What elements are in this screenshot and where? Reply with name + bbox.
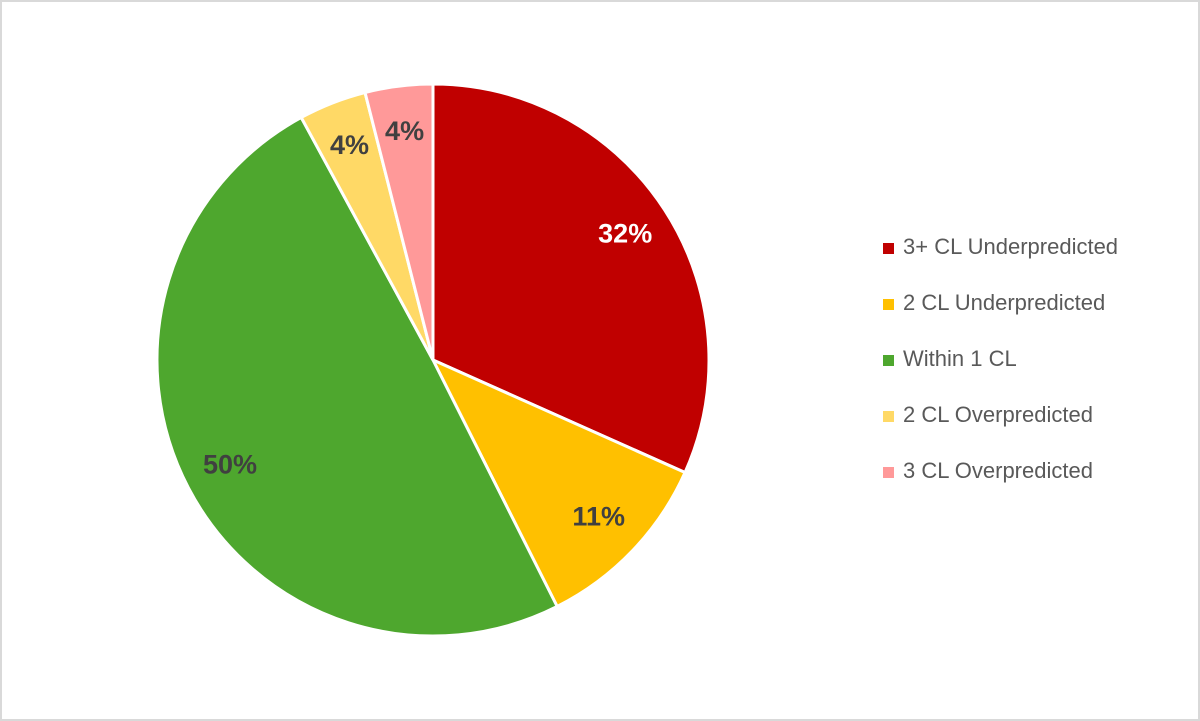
data-label: 11% [572, 501, 625, 531]
legend-swatch [883, 467, 894, 478]
legend-label: 3+ CL Underpredicted [903, 234, 1118, 259]
legend: 3+ CL Underpredicted 2 CL Underpredicted W… [883, 234, 1118, 483]
legend-swatch [883, 299, 894, 310]
legend-label: 3 CL Overpredicted [903, 458, 1093, 483]
legend-label: Within 1 CL [903, 346, 1017, 371]
pie-slice [431, 82, 711, 475]
legend-swatch [883, 243, 894, 254]
legend-swatch [883, 355, 894, 366]
pie-slice [363, 82, 435, 361]
legend-label: 2 CL Overpredicted [903, 402, 1093, 427]
pie-slice [429, 356, 688, 609]
data-label: 4% [330, 130, 369, 160]
data-label: 50% [203, 449, 257, 479]
pie: 32% 11% 50% 4% 4% [155, 82, 711, 638]
legend-label: 2 CL Underpredicted [903, 290, 1105, 315]
data-label: 32% [598, 218, 652, 248]
data-label: 4% [385, 116, 424, 146]
legend-swatch [883, 411, 894, 422]
pie-slice [155, 115, 560, 638]
